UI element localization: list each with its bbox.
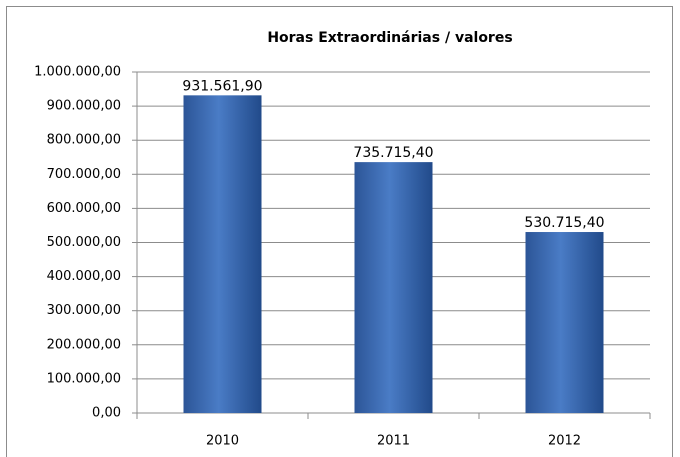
x-tick-label: 2011 <box>377 434 410 449</box>
x-tick-label: 2010 <box>206 434 239 449</box>
y-tick-label: 700.000,00 <box>47 167 121 182</box>
bar <box>183 95 262 413</box>
y-tick-label: 800.000,00 <box>47 133 121 148</box>
value-label: 931.561,90 <box>182 78 262 94</box>
y-tick-label: 1.000.000,00 <box>34 65 121 80</box>
value-label: 530.715,40 <box>524 215 604 231</box>
y-tick-label: 300.000,00 <box>47 303 121 318</box>
x-tick-label: 2012 <box>548 434 581 449</box>
bar <box>354 162 433 413</box>
y-tick-label: 100.000,00 <box>47 371 121 386</box>
y-tick-label: 500.000,00 <box>47 235 121 250</box>
y-tick-label: 900.000,00 <box>47 99 121 114</box>
value-label: 735.715,40 <box>353 145 433 161</box>
y-tick-label: 600.000,00 <box>47 201 121 216</box>
y-tick-label: 200.000,00 <box>47 337 121 352</box>
y-tick-label: 400.000,00 <box>47 269 121 284</box>
y-tick-label: 0,00 <box>92 406 121 421</box>
chart-title: Horas Extraordinárias / valores <box>267 30 512 46</box>
bar <box>525 232 604 413</box>
